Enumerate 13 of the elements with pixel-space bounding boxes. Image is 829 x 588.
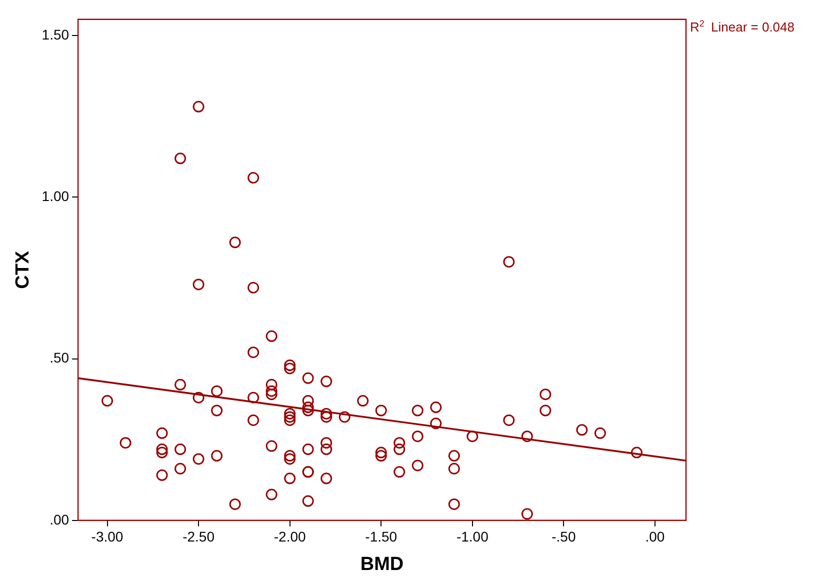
y-axis-title: CTX bbox=[12, 250, 34, 289]
x-tick-label: -1.00 bbox=[456, 528, 489, 545]
x-tick-label: -2.50 bbox=[182, 528, 215, 545]
x-axis-title: BMD bbox=[360, 554, 404, 575]
x-tick-label: .00 bbox=[645, 528, 665, 545]
y-tick-label: .50 bbox=[50, 350, 70, 366]
x-tick-label: -3.00 bbox=[91, 528, 124, 545]
x-tick-label: -.50 bbox=[552, 528, 576, 545]
y-tick-label: 1.00 bbox=[42, 188, 70, 204]
y-tick-label: .00 bbox=[50, 511, 70, 528]
x-tick-label: -1.50 bbox=[365, 528, 398, 545]
y-tick-label: 1.50 bbox=[42, 26, 70, 42]
x-tick-label: -2.00 bbox=[274, 528, 306, 545]
